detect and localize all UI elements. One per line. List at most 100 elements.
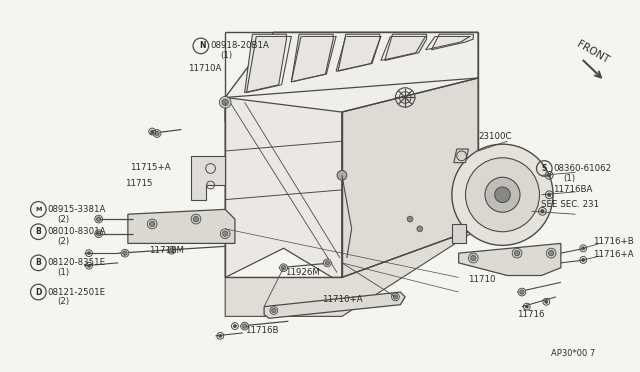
Polygon shape bbox=[431, 34, 474, 50]
Text: 08120-8351E: 08120-8351E bbox=[47, 259, 105, 267]
Text: 11716B: 11716B bbox=[244, 327, 278, 336]
Circle shape bbox=[121, 249, 129, 257]
Circle shape bbox=[170, 248, 174, 252]
Text: 11718M: 11718M bbox=[149, 246, 184, 255]
Circle shape bbox=[243, 324, 247, 328]
Circle shape bbox=[468, 253, 478, 263]
Circle shape bbox=[97, 217, 101, 221]
Circle shape bbox=[95, 230, 102, 238]
Text: B: B bbox=[35, 227, 41, 236]
Text: 23100C: 23100C bbox=[478, 132, 511, 141]
Text: 08360-61062: 08360-61062 bbox=[553, 164, 611, 173]
Circle shape bbox=[452, 144, 553, 246]
Text: 11710+A: 11710+A bbox=[323, 295, 363, 304]
Circle shape bbox=[88, 251, 90, 255]
Circle shape bbox=[223, 231, 228, 236]
Circle shape bbox=[150, 221, 155, 227]
Circle shape bbox=[234, 325, 236, 328]
Circle shape bbox=[582, 259, 585, 262]
Circle shape bbox=[465, 158, 540, 232]
Text: S: S bbox=[541, 164, 547, 173]
Polygon shape bbox=[452, 224, 467, 243]
Text: FRONT: FRONT bbox=[575, 39, 611, 65]
Circle shape bbox=[241, 322, 248, 330]
Polygon shape bbox=[225, 229, 478, 316]
Text: 08121-2501E: 08121-2501E bbox=[47, 288, 105, 296]
Circle shape bbox=[541, 209, 544, 213]
Text: B: B bbox=[35, 259, 41, 267]
Text: 11710: 11710 bbox=[468, 275, 496, 284]
Text: (2): (2) bbox=[57, 297, 69, 306]
Text: (2): (2) bbox=[57, 237, 69, 246]
Text: (2): (2) bbox=[57, 215, 69, 224]
Polygon shape bbox=[385, 34, 427, 61]
Circle shape bbox=[220, 229, 230, 238]
Circle shape bbox=[153, 129, 161, 137]
Polygon shape bbox=[225, 32, 478, 122]
Circle shape bbox=[147, 219, 157, 229]
Circle shape bbox=[337, 170, 347, 180]
Circle shape bbox=[547, 193, 551, 196]
Text: 08915-3381A: 08915-3381A bbox=[47, 205, 106, 214]
Circle shape bbox=[515, 250, 520, 256]
Polygon shape bbox=[454, 149, 468, 163]
Text: AP30*00 7: AP30*00 7 bbox=[551, 349, 595, 358]
Text: 11715+A: 11715+A bbox=[130, 163, 170, 172]
Text: M: M bbox=[35, 207, 42, 212]
Circle shape bbox=[282, 266, 285, 270]
Circle shape bbox=[272, 308, 276, 313]
Circle shape bbox=[280, 264, 287, 272]
Circle shape bbox=[220, 96, 231, 108]
Circle shape bbox=[88, 264, 90, 267]
Polygon shape bbox=[128, 209, 235, 243]
Text: 08918-20B1A: 08918-20B1A bbox=[211, 41, 269, 50]
Text: SEE SEC. 231: SEE SEC. 231 bbox=[541, 200, 600, 209]
Text: N: N bbox=[200, 41, 206, 50]
Circle shape bbox=[97, 231, 101, 236]
Circle shape bbox=[512, 248, 522, 258]
Circle shape bbox=[547, 174, 551, 177]
Text: D: D bbox=[35, 288, 42, 296]
Polygon shape bbox=[338, 34, 380, 71]
Circle shape bbox=[582, 247, 585, 250]
Text: 11715: 11715 bbox=[125, 179, 152, 187]
Circle shape bbox=[123, 251, 127, 255]
Circle shape bbox=[219, 334, 222, 337]
Circle shape bbox=[193, 217, 198, 222]
Text: 11716BA: 11716BA bbox=[553, 185, 593, 195]
Text: (1): (1) bbox=[57, 268, 69, 277]
Text: (1): (1) bbox=[563, 174, 575, 183]
Circle shape bbox=[520, 290, 524, 294]
Polygon shape bbox=[225, 97, 342, 278]
Circle shape bbox=[168, 246, 175, 254]
Text: 08010-8301A: 08010-8301A bbox=[47, 227, 106, 236]
Polygon shape bbox=[264, 292, 405, 318]
Polygon shape bbox=[244, 34, 287, 93]
Circle shape bbox=[470, 255, 476, 261]
Circle shape bbox=[548, 250, 554, 256]
Text: 11710A: 11710A bbox=[188, 64, 221, 73]
Circle shape bbox=[325, 261, 330, 265]
Circle shape bbox=[545, 300, 548, 303]
Circle shape bbox=[417, 226, 422, 232]
Text: 11716+B: 11716+B bbox=[593, 237, 634, 246]
Polygon shape bbox=[291, 34, 333, 82]
Circle shape bbox=[394, 295, 397, 299]
Text: 11716+A: 11716+A bbox=[593, 250, 634, 259]
Circle shape bbox=[150, 130, 154, 133]
Polygon shape bbox=[459, 243, 561, 276]
Circle shape bbox=[547, 248, 556, 258]
Circle shape bbox=[155, 131, 159, 136]
Circle shape bbox=[323, 259, 332, 267]
Polygon shape bbox=[342, 78, 478, 278]
Circle shape bbox=[407, 216, 413, 222]
Text: 11926M: 11926M bbox=[285, 268, 321, 277]
Text: 11716: 11716 bbox=[517, 310, 545, 319]
Circle shape bbox=[485, 177, 520, 212]
Circle shape bbox=[518, 288, 526, 296]
Circle shape bbox=[95, 215, 102, 223]
Circle shape bbox=[392, 293, 399, 301]
Circle shape bbox=[270, 307, 278, 314]
Circle shape bbox=[495, 187, 510, 202]
Text: (1): (1) bbox=[220, 51, 232, 60]
